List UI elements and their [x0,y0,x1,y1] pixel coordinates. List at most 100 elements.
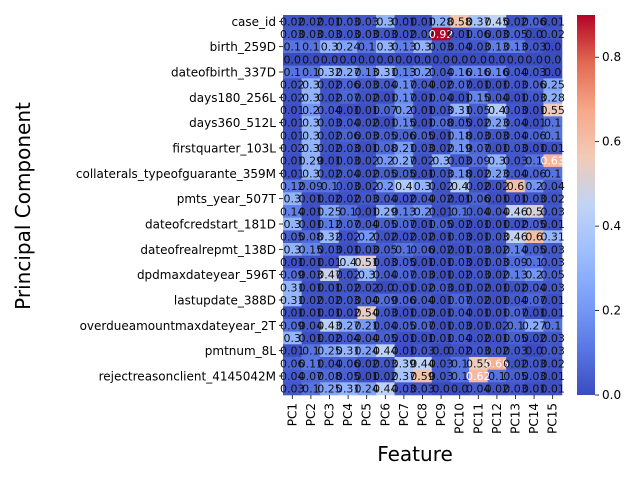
heatmap-cell [450,179,470,193]
heatmap-cell [469,369,488,383]
heatmap-cell [320,205,340,218]
heatmap-cell [450,344,470,358]
heatmap-cell-label: 0.02 [429,79,454,92]
heatmap-cell-label: 0.04 [336,117,361,130]
heatmap-cell [469,65,488,79]
heatmap-cell-label: 0.3 [302,79,320,92]
heatmap-cell-label: 0.03 [540,345,565,358]
heatmap-cell-label: 0.3 [377,41,395,54]
heatmap-cell [394,243,414,256]
heatmap-cell-label: 0.13 [392,205,417,218]
heatmap-cell [338,15,358,28]
heatmap-cell-label: 0.02 [317,79,342,92]
heatmap-cell-label: 0.04 [503,66,528,79]
heatmap-cell [469,15,488,28]
heatmap-cell [524,141,544,155]
heatmap-cell-label: 0.04 [429,91,454,104]
heatmap-cell [450,243,470,256]
heatmap-cell [413,53,433,66]
heatmap-cell [431,129,451,142]
heatmap-cell [376,306,395,320]
heatmap-cell-label: 0.07 [373,104,398,117]
heatmap-cell-label: 0.24 [354,383,379,396]
heatmap-cell [283,369,302,383]
heatmap-cell-label: 0.3 [321,41,339,54]
heatmap-cell [506,65,526,79]
heatmap-cell-label: 0.02 [410,307,435,320]
heatmap-cell-label: 0.01 [354,205,379,218]
heatmap-cell [301,40,321,54]
heatmap-cell [487,331,507,345]
heatmap-cell [283,357,302,370]
heatmap-cell-label: 0.01 [280,155,305,168]
heatmap-cell-label: 0.02 [466,117,491,130]
heatmap-cell [524,331,544,345]
heatmap-cell-label: 0.03 [540,243,565,256]
heatmap-cell [283,268,302,282]
heatmap-cell-label: 0.1 [507,319,525,332]
heatmap-cell-label: 0.03 [503,142,528,155]
heatmap-cell [469,53,488,66]
heatmap-cell [394,306,414,320]
heatmap-cell [506,243,526,256]
heatmap-cell-label: 0.1 [544,167,562,180]
heatmap-cell-label: 0.15 [392,117,417,130]
heatmap-cell-label: 0.09 [299,180,324,193]
heatmap-cell-label: 0.3 [284,218,302,231]
y-tick-label: birth_259D [210,40,276,54]
heatmap-cell [543,154,563,168]
heatmap-cell-label: 0.27 [392,155,417,168]
heatmap-cell-label: 0.03 [485,129,510,142]
x-tick-label: PC4 [341,403,355,426]
heatmap-cell [450,103,470,117]
heatmap-cell [394,27,414,41]
heatmap-cell [524,243,544,256]
heatmap-cell-label: 0.03 [485,28,510,41]
heatmap-cell-label: 0.03 [373,307,398,320]
heatmap-cell [283,15,302,28]
heatmap-cell-label: 0.05 [540,269,565,282]
heatmap-cell-label: 0.02 [373,231,398,244]
y-tick-label: pmts_year_507T [177,192,277,206]
heatmap-cell-label: 0.01 [280,117,305,130]
x-tick-label: PC5 [360,403,374,426]
colorbar-ticks: 0.0 0.2 0.4 0.6 0.8 [595,50,621,402]
heatmap-cell [413,293,433,307]
heatmap-cell [320,268,340,282]
heatmap-cell-label: 0.06 [466,28,491,41]
heatmap-cell-label: 0.43 [317,319,342,332]
heatmap-cell-label: 0.04 [336,167,361,180]
heatmap-cell [394,65,414,79]
heatmap-cell [450,357,470,370]
heatmap-cell [283,154,302,168]
heatmap-cell-label: 0.04 [503,294,528,307]
heatmap-cell [413,78,433,92]
heatmap-cell [450,205,470,218]
heatmap-cell [524,116,544,130]
heatmap-cell-label: 0.13 [503,41,528,54]
heatmap-cell-label: 0.02 [280,15,305,28]
heatmap-cell-label: 0.1 [544,117,562,130]
heatmap-cell-label: 0.02 [354,180,379,193]
heatmap-cell-label: 0.02 [447,345,472,358]
heatmap-cell [301,344,321,358]
heatmap-cell-label: 0.01 [503,91,528,104]
heatmap-cell [413,217,433,231]
heatmap-cell-label: 0.04 [522,281,547,294]
heatmap-cell-label: 0.02 [410,28,435,41]
heatmap-cell [301,319,321,332]
heatmap-cell-label: 0.07 [447,294,472,307]
heatmap-cell-label: 0.01 [447,28,472,41]
heatmap-cell-label: 0.1 [284,66,302,79]
heatmap-cell [357,167,377,180]
heatmap-cell-label: 0.3 [432,155,450,168]
heatmap-cell-label: 0.27 [336,319,361,332]
heatmap-cell [450,91,470,104]
colorbar-tick-label: 0.2 [602,304,621,318]
heatmap-cell [394,78,414,92]
heatmap-cell [376,154,395,168]
heatmap-cell-label: 0.02 [466,294,491,307]
heatmap-cell [338,40,358,54]
heatmap-cell [283,179,302,193]
heatmap-cell-label: 0.01 [540,142,565,155]
